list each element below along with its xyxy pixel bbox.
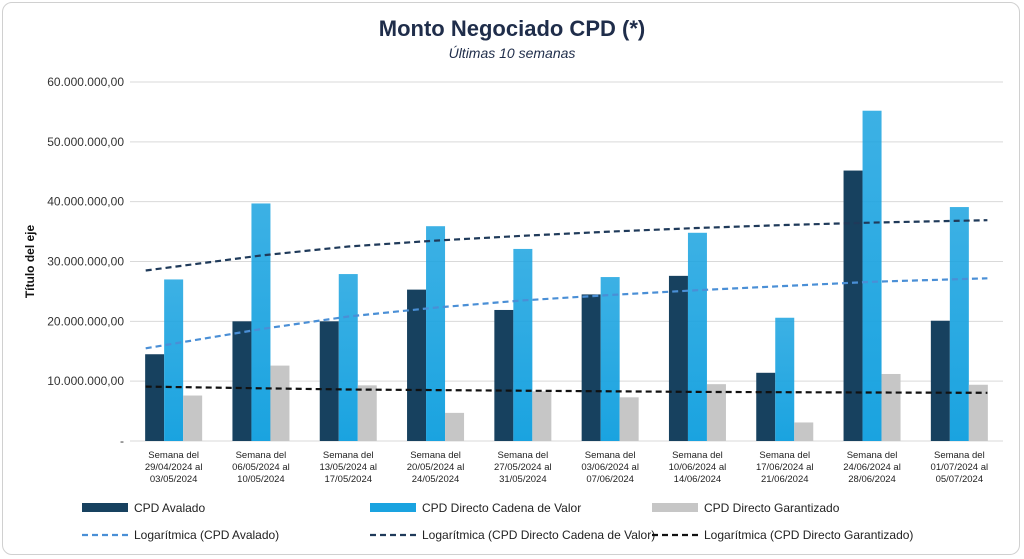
legend-label: CPD Directo Garantizado xyxy=(704,501,840,515)
y-axis-title: Título del eje xyxy=(23,225,37,299)
bar-1-4 xyxy=(407,289,427,441)
x-tick-label: 27/05/2024 al xyxy=(494,462,552,473)
bar-1-6 xyxy=(581,294,601,441)
chart-subtitle: Últimas 10 semanas xyxy=(448,45,576,61)
legend-swatch xyxy=(652,503,698,512)
bar-2-9 xyxy=(862,110,882,441)
bar-1-2 xyxy=(232,321,252,441)
bar-1-8 xyxy=(756,372,776,441)
x-tick-label: Semana del xyxy=(410,450,461,461)
bar-3-6 xyxy=(619,397,639,441)
x-tick-label: 31/05/2024 xyxy=(499,474,547,485)
bar-3-4 xyxy=(445,412,465,441)
x-tick-label: 03/05/2024 xyxy=(150,474,198,485)
x-tick-label: 17/06/2024 al xyxy=(756,462,814,473)
x-tick-label: Semana del xyxy=(148,450,199,461)
bar-1-10 xyxy=(930,320,950,441)
x-tick-label: 20/05/2024 al xyxy=(407,462,465,473)
x-tick-label: 10/06/2024 al xyxy=(669,462,727,473)
x-tick-label: 28/06/2024 xyxy=(848,474,896,485)
x-tick-label: 03/06/2024 al xyxy=(581,462,639,473)
bar-2-6 xyxy=(600,277,620,441)
x-tick-label: 13/05/2024 al xyxy=(319,462,377,473)
bar-3-1 xyxy=(183,395,203,441)
x-tick-label: 17/05/2024 xyxy=(324,474,372,485)
bar-2-5 xyxy=(513,248,533,441)
x-tick-label: 10/05/2024 xyxy=(237,474,285,485)
x-tick-label: 24/05/2024 xyxy=(412,474,460,485)
bar-3-7 xyxy=(706,384,726,441)
bar-3-10 xyxy=(968,384,988,441)
x-tick-label: Semana del xyxy=(323,450,374,461)
x-tick-label: 06/05/2024 al xyxy=(232,462,290,473)
x-tick-label: 14/06/2024 xyxy=(674,474,722,485)
legend-label: Logarítmica (CPD Directo Garantizado) xyxy=(704,528,913,542)
bar-3-3 xyxy=(357,385,377,441)
y-tick-label: 60.000.000,00 xyxy=(47,75,124,89)
trendline-2 xyxy=(145,219,988,272)
x-tick-label: 07/06/2024 xyxy=(586,474,634,485)
x-tick-label: Semana del xyxy=(236,450,287,461)
x-tick-label: 01/07/2024 al xyxy=(931,462,989,473)
chart-title: Monto Negociado CPD (*) xyxy=(378,16,646,41)
x-tick-label: 05/07/2024 xyxy=(936,474,984,485)
bar-2-7 xyxy=(687,232,707,441)
y-tick-label: 20.000.000,00 xyxy=(47,314,124,328)
bar-3-5 xyxy=(532,391,552,441)
x-tick-label: Semana del xyxy=(847,450,898,461)
x-tick-label: 29/04/2024 al xyxy=(145,462,203,473)
bar-1-5 xyxy=(494,309,514,441)
x-tick-label: 24/06/2024 al xyxy=(843,462,901,473)
legend-label: Logarítmica (CPD Directo Cadena de Valor… xyxy=(422,528,655,542)
bar-2-2 xyxy=(251,203,271,441)
bar-3-2 xyxy=(270,365,290,441)
y-tick-label: 10.000.000,00 xyxy=(47,374,124,388)
x-tick-label: 21/06/2024 xyxy=(761,474,809,485)
bar-3-9 xyxy=(881,373,901,441)
trendline-3 xyxy=(145,385,988,394)
legend-swatch xyxy=(370,503,416,512)
bar-1-7 xyxy=(668,275,688,441)
bar-2-4 xyxy=(426,226,446,441)
legend-label: CPD Avalado xyxy=(134,501,205,515)
x-tick-label: Semana del xyxy=(934,450,985,461)
y-tick-label: 30.000.000,00 xyxy=(47,255,124,269)
x-tick-label: Semana del xyxy=(497,450,548,461)
bar-2-1 xyxy=(164,279,184,441)
x-tick-label: Semana del xyxy=(585,450,636,461)
legend-label: CPD Directo Cadena de Valor xyxy=(422,501,581,515)
bar-2-8 xyxy=(775,317,795,441)
y-tick-label: - xyxy=(120,434,124,448)
y-tick-label: 40.000.000,00 xyxy=(47,195,124,209)
bar-1-3 xyxy=(319,321,339,441)
bar-1-9 xyxy=(843,170,863,441)
bar-2-3 xyxy=(338,274,358,441)
bar-2-10 xyxy=(949,207,969,441)
legend-swatch xyxy=(82,503,128,512)
x-tick-label: Semana del xyxy=(672,450,723,461)
bar-3-8 xyxy=(794,422,814,441)
y-tick-label: 50.000.000,00 xyxy=(47,135,124,149)
legend-label: Logarítmica (CPD Avalado) xyxy=(134,528,279,542)
bar-1-1 xyxy=(145,354,165,441)
x-tick-label: Semana del xyxy=(759,450,810,461)
trendline-1 xyxy=(145,277,988,350)
